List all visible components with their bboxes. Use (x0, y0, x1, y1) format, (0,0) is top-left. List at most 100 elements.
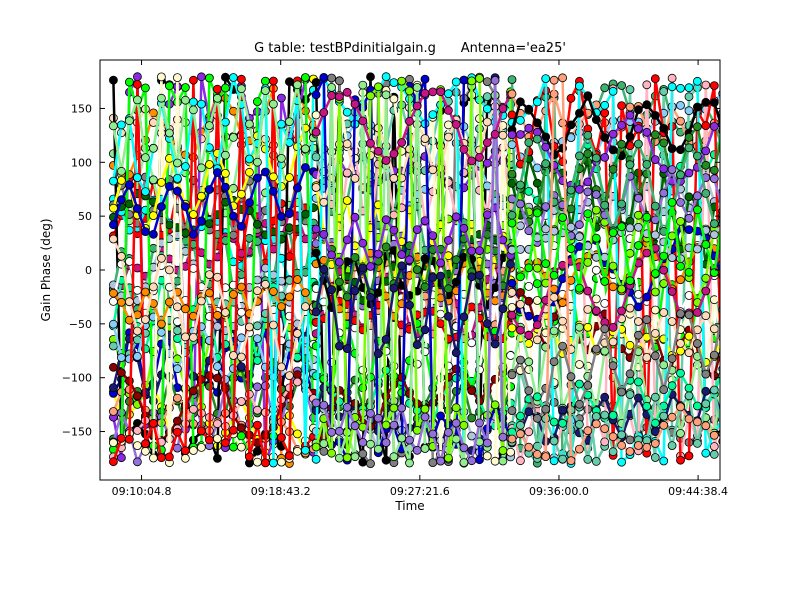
data-point (311, 454, 321, 464)
data-point (156, 72, 166, 82)
y-tick-label: −150 (62, 426, 92, 439)
data-point (507, 310, 517, 320)
data-point (625, 435, 635, 445)
data-point (482, 438, 492, 448)
data-point (634, 302, 643, 312)
data-point (516, 130, 525, 139)
data-point (693, 102, 702, 112)
data-point (188, 446, 198, 455)
data-point (252, 334, 262, 344)
data-point (650, 392, 660, 402)
data-point (451, 77, 461, 87)
data-point (583, 177, 593, 187)
data-point (693, 122, 702, 132)
data-point (634, 241, 643, 250)
data-point (667, 287, 677, 296)
data-point (204, 219, 214, 229)
data-point (428, 429, 438, 439)
x-tick-label: 09:44:38.4 (668, 485, 728, 498)
data-point (507, 323, 517, 333)
data-point (212, 321, 222, 331)
data-point (389, 94, 399, 104)
data-point (490, 400, 500, 410)
data-point (420, 444, 430, 453)
data-point (507, 89, 517, 99)
y-tick-label: 50 (78, 210, 92, 223)
data-point (228, 73, 238, 82)
data-point (676, 197, 685, 207)
data-point (709, 230, 719, 240)
data-point (358, 116, 368, 126)
data-point (311, 152, 321, 162)
data-point (300, 288, 310, 298)
data-point (148, 143, 158, 153)
data-point (132, 72, 142, 82)
y-axis: −150 −100 −50 0 50 100 150 (62, 102, 720, 439)
data-point (381, 72, 391, 82)
data-point (276, 153, 286, 163)
data-point (132, 441, 142, 451)
data-point (366, 262, 375, 271)
data-point (608, 432, 618, 442)
data-point (498, 446, 508, 456)
data-point (428, 110, 438, 119)
data-point (566, 222, 576, 232)
data-point (319, 229, 329, 239)
data-point (524, 123, 534, 133)
data-point (164, 265, 174, 275)
data-point (420, 74, 430, 84)
data-point (260, 167, 270, 177)
data-point (524, 407, 534, 417)
data-point (204, 288, 214, 298)
data-point (342, 402, 352, 412)
data-point (284, 77, 294, 87)
data-point (311, 90, 321, 100)
data-point (342, 107, 352, 117)
data-point (701, 80, 711, 90)
data-point (467, 76, 477, 86)
data-point (516, 272, 525, 282)
data-point (490, 296, 500, 306)
data-point (164, 81, 174, 91)
data-point (650, 74, 660, 84)
data-point (268, 99, 278, 109)
data-point (506, 259, 516, 269)
data-point (591, 456, 601, 466)
data-point (566, 185, 576, 195)
data-point (467, 338, 477, 348)
data-point (412, 225, 422, 235)
data-point (541, 452, 551, 462)
data-point (405, 300, 414, 310)
data-point (428, 231, 438, 241)
data-point (600, 324, 610, 334)
data-point (507, 434, 517, 444)
data-point (276, 302, 286, 312)
data-point (204, 270, 214, 280)
data-point (334, 385, 344, 395)
data-point (506, 351, 516, 360)
data-point (693, 151, 702, 161)
data-point (659, 385, 669, 395)
data-point (709, 81, 719, 90)
data-point (156, 319, 166, 329)
data-point (412, 445, 422, 455)
x-tick-label: 09:36:00.0 (529, 485, 589, 498)
x-tick-label: 09:10:04.8 (112, 485, 172, 498)
data-point (196, 442, 206, 452)
data-point (507, 302, 517, 312)
series-line (112, 77, 315, 464)
data-point (334, 453, 344, 463)
data-point (436, 456, 446, 466)
data-point (583, 149, 593, 159)
data-point (117, 297, 126, 307)
data-point (204, 73, 214, 83)
data-point (693, 191, 702, 201)
data-point (443, 311, 453, 321)
data-point (701, 121, 711, 131)
data-point (373, 249, 383, 259)
data-point (228, 211, 238, 221)
data-point (428, 272, 438, 282)
data-point (549, 292, 559, 302)
data-point (140, 227, 150, 237)
data-point (575, 184, 584, 194)
